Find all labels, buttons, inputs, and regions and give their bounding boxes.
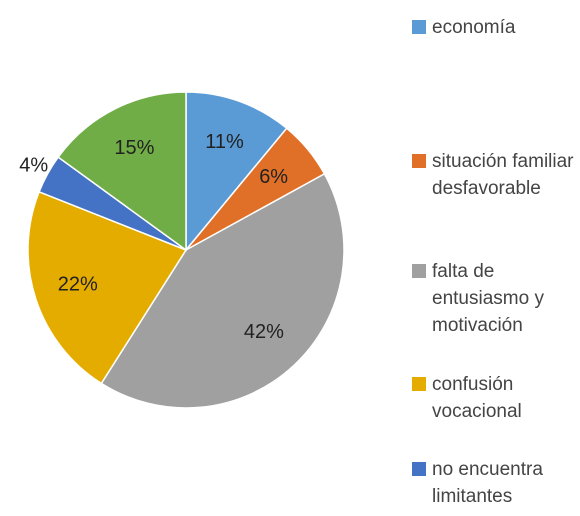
legend-swatch (412, 377, 426, 391)
data-label: 15% (114, 137, 154, 159)
pie-slice (57, 91, 187, 252)
legend-label: economía (432, 17, 516, 38)
data-label: 6% (259, 166, 288, 188)
legend-label: no encuentra limitantes (432, 459, 543, 507)
legend-label: confusión vocacional (432, 374, 522, 422)
data-label: 11% (205, 131, 244, 153)
legend-item: economía (412, 14, 578, 41)
pie-slice (185, 91, 288, 253)
legend-item: no encuentra limitantes (412, 456, 578, 510)
legend-item: situación familiar desfavorable (412, 148, 578, 202)
legend-item: falta de entusiasmo y motivación (412, 258, 578, 339)
legend-item: confusión vocacional (412, 371, 578, 425)
pie-slice (27, 190, 188, 385)
pie-slice (100, 172, 345, 409)
data-label: 22% (58, 273, 98, 295)
legend-label: falta de entusiasmo y motivación (432, 261, 544, 336)
legend-swatch (412, 154, 426, 168)
data-label: 42% (244, 321, 284, 343)
legend-label: situación familiar desfavorable (432, 151, 574, 199)
data-label: 4% (19, 155, 48, 177)
legend-swatch (412, 462, 426, 476)
legend-swatch (412, 264, 426, 278)
legend-swatch (412, 20, 426, 34)
